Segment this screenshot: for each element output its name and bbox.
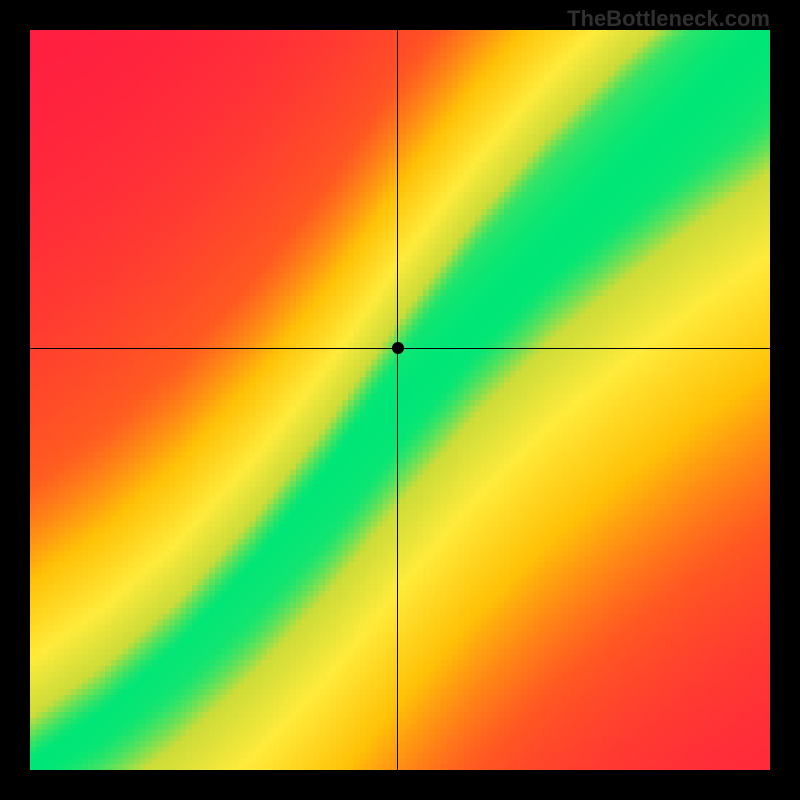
chart-frame: TheBottleneck.com xyxy=(0,0,800,800)
watermark-text: TheBottleneck.com xyxy=(567,6,770,32)
heatmap-canvas xyxy=(30,30,770,770)
crosshair-vertical xyxy=(397,30,398,770)
crosshair-point xyxy=(392,342,404,354)
plot-area xyxy=(30,30,770,770)
